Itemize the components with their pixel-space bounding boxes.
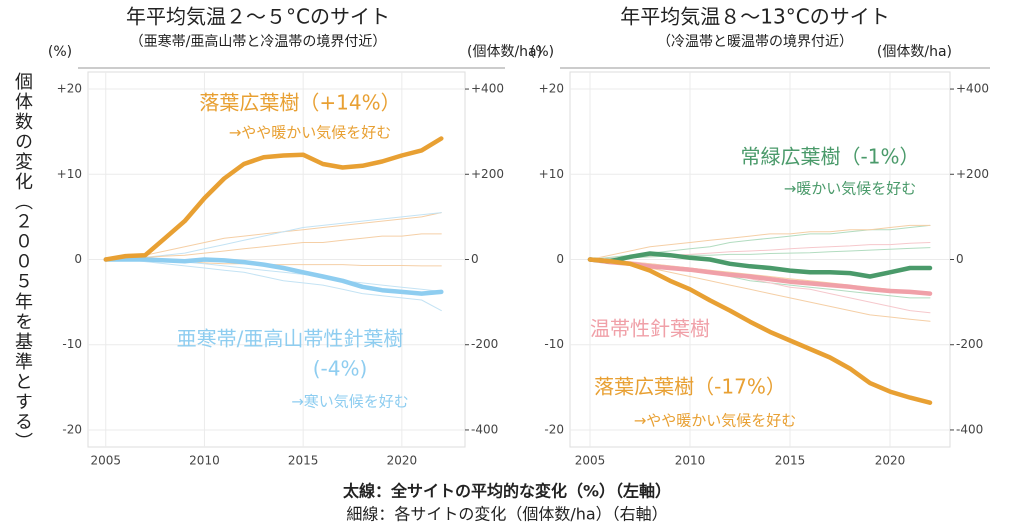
y-tick-label: -20 bbox=[544, 422, 564, 436]
series-label: 常緑広葉樹（-1%） bbox=[741, 145, 920, 169]
x-tick-label: 2020 bbox=[875, 454, 906, 468]
chart-subtitle: （冷温帯と暖温帯の境界付近） bbox=[657, 34, 853, 50]
x-tick-label: 2005 bbox=[90, 454, 121, 468]
series-label: 落葉広葉樹（+14%） bbox=[199, 91, 400, 115]
site-line bbox=[589, 247, 931, 260]
y2-tick-label: -200 bbox=[471, 337, 498, 351]
series-note: →暖かい気候を好む bbox=[784, 180, 917, 198]
x-tick-label: 2020 bbox=[387, 454, 418, 468]
y-axis-label: 個体数の変化（２００５年を基準とする） bbox=[12, 72, 33, 452]
y2-tick-label: -400 bbox=[471, 422, 498, 436]
x-tick-label: 2015 bbox=[288, 454, 319, 468]
site-line bbox=[105, 259, 442, 312]
y2-unit: (個体数/ha) bbox=[467, 44, 542, 60]
caption: 太線：全サイトの平均的な変化（%）（左軸） bbox=[342, 482, 671, 501]
series-label: (-4%) bbox=[313, 357, 368, 381]
y-tick-label: +20 bbox=[539, 82, 564, 96]
chart-title: 年平均気温８～13°Cのサイト bbox=[620, 5, 889, 29]
y2-tick-label: +200 bbox=[956, 167, 989, 181]
series-note: →やや暖かい気候を好む bbox=[634, 412, 797, 430]
series-label: 亜寒帯/亜高山帯性針葉樹 bbox=[177, 327, 404, 351]
site-line bbox=[105, 212, 442, 260]
series-note: →寒い気候を好む bbox=[291, 393, 409, 411]
chart-subtitle: （亜寒帯/亜高山帯と冷温帯の境界付近） bbox=[130, 33, 387, 50]
site-line bbox=[105, 233, 442, 260]
series-label: 落葉広葉樹（-17%） bbox=[594, 375, 786, 399]
mean-line bbox=[587, 257, 933, 296]
y2-tick-label: +400 bbox=[471, 82, 504, 96]
series-note: →やや暖かい気候を好む bbox=[229, 124, 392, 142]
y2-tick-label: -200 bbox=[956, 337, 983, 351]
chart-title: 年平均気温２～５°Cのサイト bbox=[126, 5, 390, 29]
y-unit: (%) bbox=[48, 44, 72, 60]
y-unit: (%) bbox=[530, 44, 554, 60]
x-tick-label: 2005 bbox=[575, 454, 606, 468]
y2-tick-label: 0 bbox=[471, 252, 479, 266]
y-tick-label: 0 bbox=[556, 252, 564, 266]
y-tick-label: -10 bbox=[544, 337, 564, 351]
mean-line bbox=[103, 136, 444, 262]
y2-tick-label: +400 bbox=[956, 82, 989, 96]
site-line bbox=[589, 224, 931, 260]
x-tick-label: 2010 bbox=[189, 454, 220, 468]
site-line bbox=[105, 212, 442, 260]
y-tick-label: -10 bbox=[62, 337, 82, 351]
y-tick-label: -20 bbox=[62, 422, 82, 436]
y2-tick-label: 0 bbox=[956, 252, 964, 266]
x-tick-label: 2010 bbox=[675, 454, 706, 468]
caption: 細線：各サイトの変化（個体数/ha）（右軸） bbox=[346, 505, 667, 524]
y-tick-label: +10 bbox=[539, 167, 564, 181]
mean-line bbox=[103, 257, 444, 296]
y-tick-label: +20 bbox=[57, 82, 82, 96]
mean-line bbox=[587, 251, 933, 279]
x-tick-label: 2015 bbox=[775, 454, 806, 468]
series-label: 温帯性針葉樹 bbox=[590, 317, 710, 341]
y-tick-label: 0 bbox=[74, 252, 82, 266]
y2-tick-label: -400 bbox=[956, 422, 983, 436]
y-tick-label: +10 bbox=[57, 167, 82, 181]
y2-tick-label: +200 bbox=[471, 167, 504, 181]
y2-unit: (個体数/ha) bbox=[877, 44, 952, 60]
mean-line bbox=[587, 257, 933, 405]
